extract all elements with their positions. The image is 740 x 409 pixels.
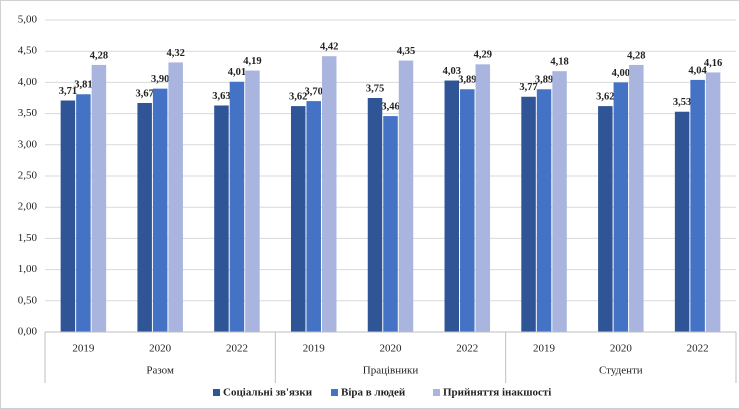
value-label: 4,00 [612,68,630,79]
bar [290,106,306,332]
value-label: 3,53 [673,97,691,108]
value-label: 3,62 [289,92,307,103]
value-label: 3,71 [59,86,77,97]
bar [367,98,383,332]
x-tick-label: 2019 [303,343,326,355]
bar [383,116,398,332]
x-tick-label: 2020 [610,343,633,355]
bar [229,81,245,332]
y-tick-label: 5,00 [18,14,38,26]
bar [552,71,567,332]
bar [168,62,183,332]
value-label: 4,01 [228,67,246,78]
x-tick-label: 2022 [687,343,709,355]
group-label: Студенти [599,365,643,377]
value-label: 3,62 [596,92,614,103]
value-label: 4,03 [443,66,461,77]
value-label: 4,19 [243,56,261,67]
value-label: 3,46 [381,102,399,113]
bar [536,89,552,332]
bar [690,79,705,333]
bar [321,56,337,332]
legend-label: Прийняття інакшості [443,387,551,399]
group-label: Разом [146,365,174,377]
bar [460,89,475,332]
legend-swatch [331,389,338,396]
legend-label: Віра в людей [341,387,406,399]
bar [214,105,229,332]
y-tick-label: 0,50 [18,294,38,306]
value-label: 3,81 [74,80,92,91]
bar [674,111,690,332]
value-label: 3,89 [535,75,553,86]
bar [598,106,613,332]
group-label: Працівники [363,365,419,377]
value-label: 4,32 [166,48,184,59]
value-label: 4,42 [320,42,338,53]
value-label: 3,75 [366,83,384,94]
value-label: 4,29 [474,50,492,61]
value-label: 4,35 [397,46,415,57]
x-tick-label: 2019 [533,343,556,355]
bar [152,88,168,332]
value-label: 3,90 [151,74,169,85]
bar [60,100,76,332]
legend-swatch [433,389,440,396]
bar [475,64,491,332]
x-tick-label: 2019 [72,343,95,355]
bar [613,82,629,333]
bar [398,60,414,333]
bar [629,64,644,332]
y-tick-label: 4,50 [18,45,38,57]
y-tick-label: 2,50 [18,170,38,182]
bar [137,102,152,332]
value-label: 3,63 [212,91,230,102]
y-tick-label: 3,50 [18,107,38,119]
value-label: 4,28 [90,50,108,61]
value-label: 3,67 [135,88,153,99]
bar [245,70,260,332]
x-tick-label: 2020 [380,343,403,355]
y-tick-label: 0,00 [18,326,38,338]
y-tick-label: 4,00 [18,76,38,88]
bar [76,94,91,332]
value-label: 3,77 [519,82,537,93]
legend-label: Соціальні зв'язки [223,387,313,399]
legend-swatch [213,389,220,396]
x-tick-label: 2022 [226,343,248,355]
bar [521,96,536,332]
y-tick-label: 1,00 [18,263,38,275]
value-label: 4,16 [704,58,722,69]
bar [705,72,721,332]
value-label: 3,70 [305,87,323,98]
y-tick-label: 3,00 [18,138,38,150]
value-label: 4,18 [550,57,568,68]
x-tick-label: 2022 [456,343,478,355]
y-tick-label: 2,00 [18,201,38,213]
x-tick-label: 2020 [149,343,172,355]
y-tick-label: 1,50 [18,232,38,244]
value-label: 4,28 [627,50,645,61]
bar [91,64,107,332]
value-label: 4,04 [688,65,707,76]
bar [444,80,460,332]
bar [306,101,321,333]
value-label: 3,89 [458,75,476,86]
